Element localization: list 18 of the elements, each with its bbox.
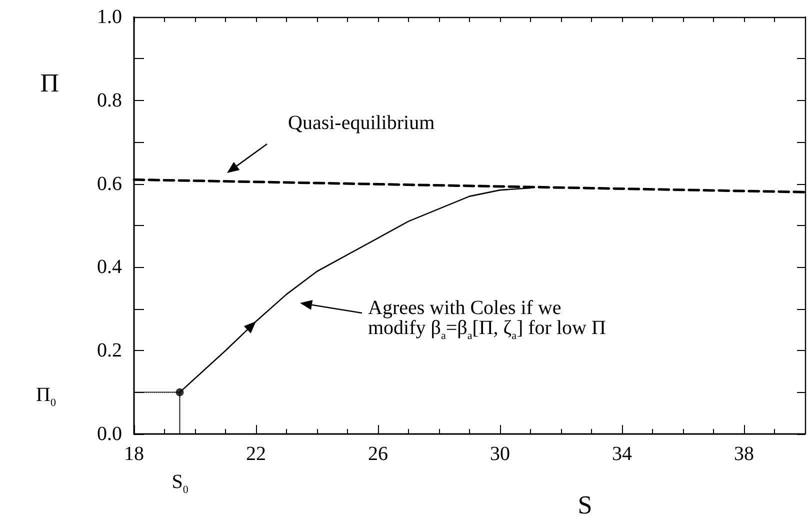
y-axis-title: Π — [40, 68, 60, 98]
text: Π$_{0}$ — [36, 384, 56, 411]
x-tick-label: 30 — [490, 443, 510, 465]
annotation: Quasi-equilibrium — [288, 112, 435, 134]
y-tick-label: 0.6 — [97, 172, 122, 195]
y-tick-label: 0.4 — [97, 256, 122, 278]
y-tick-label: 0.2 — [97, 340, 122, 362]
annotation: S$_{0}$ — [172, 471, 188, 498]
x-tick-label: 38 — [734, 443, 754, 465]
x-tick-label: 26 — [368, 443, 388, 465]
x-tick-label: 22 — [246, 443, 266, 465]
y-tick-label: 0.0 — [97, 423, 122, 445]
x-axis-title: S — [578, 490, 592, 518]
x-tick-label: 18 — [124, 443, 144, 465]
y-tick-label: 0.8 — [97, 89, 122, 112]
x-tick-label: 34 — [612, 443, 632, 465]
y-tick-label: 1.0 — [97, 6, 122, 28]
annotation: Agrees with Coles if we modify β$_{a}$=β$_{a}$[Π, ζ$_{a}$] for low Π — [368, 297, 606, 344]
